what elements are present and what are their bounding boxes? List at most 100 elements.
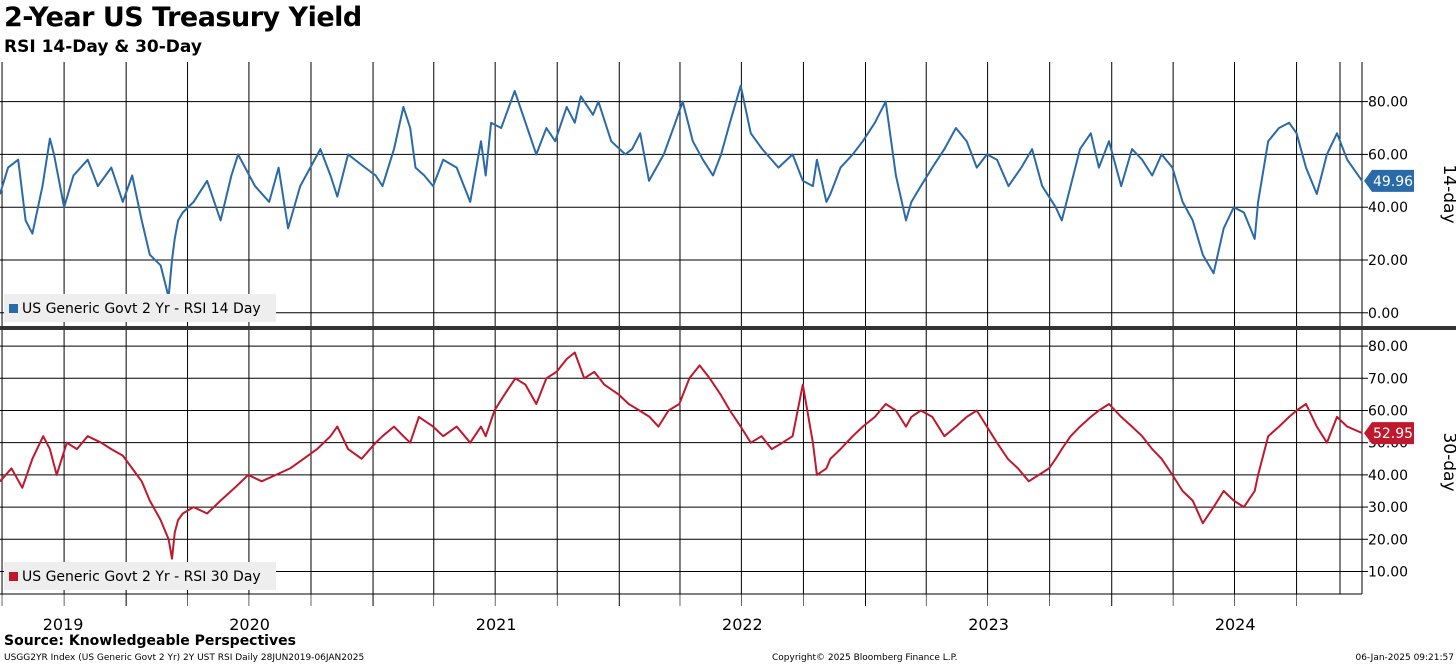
- data-point-rsi14-121: [1181, 201, 1184, 203]
- data-point-rsi30-20: [177, 519, 179, 521]
- data-point-rsi30-133: [1336, 416, 1338, 418]
- data-point-rsi14-78: [740, 85, 742, 87]
- data-point-rsi14-85: [816, 159, 818, 161]
- data-point-rsi30-128: [1288, 416, 1290, 418]
- data-point-rsi14-51: [485, 174, 487, 177]
- data-point-rsi30-11: [110, 448, 112, 450]
- data-point-rsi14-14: [131, 174, 133, 177]
- data-point-rsi14-36: [336, 196, 338, 198]
- data-point-rsi14-50: [480, 140, 482, 142]
- ytick-label-rsi14-20: 20.00: [1368, 253, 1408, 269]
- data-point-rsi14-118: [1151, 174, 1153, 177]
- data-point-rsi30-3: [31, 458, 33, 460]
- vertical-gridlines: [1, 62, 1341, 606]
- data-point-rsi30-53: [545, 377, 548, 379]
- data-point-rsi30-76: [781, 442, 784, 444]
- data-point-rsi14-88: [839, 167, 842, 169]
- data-point-rsi30-17: [168, 538, 170, 540]
- data-point-rsi14-106: [1031, 148, 1033, 150]
- data-point-rsi14-125: [1223, 227, 1225, 229]
- data-point-rsi14-17: [159, 264, 162, 266]
- data-point-rsi30-66: [678, 403, 680, 405]
- x-tick-label-2019: 2019: [43, 615, 84, 634]
- data-point-rsi30-85: [862, 425, 864, 428]
- footer-index-info: USGG2YR Index (US Generic Govt 2 Yr) 2Y …: [4, 653, 365, 663]
- data-point-rsi30-64: [657, 425, 660, 428]
- data-point-rsi30-48: [493, 409, 496, 412]
- data-point-rsi14-46: [432, 185, 434, 187]
- data-point-rsi14-64: [610, 140, 612, 142]
- ytick-label-rsi30-10: 10.00: [1368, 564, 1408, 580]
- data-point-rsi30-41: [418, 416, 420, 418]
- data-point-rsi14-34: [319, 148, 322, 150]
- data-point-rsi30-30: [302, 458, 305, 460]
- data-point-rsi30-118: [1192, 500, 1194, 502]
- data-point-rsi14-100: [966, 140, 968, 142]
- panel-separator: [0, 326, 1456, 330]
- data-point-rsi14-41: [393, 148, 395, 150]
- data-point-rsi14-24: [206, 180, 208, 182]
- data-point-rsi30-19: [174, 532, 176, 534]
- data-point-rsi30-78: [802, 384, 804, 386]
- data-point-rsi14-40: [381, 185, 384, 187]
- data-point-rsi14-120: [1171, 167, 1174, 169]
- data-point-rsi14-32: [299, 185, 301, 187]
- data-point-rsi30-74: [761, 435, 763, 437]
- data-point-rsi14-115: [1120, 185, 1122, 187]
- data-point-rsi14-45: [423, 174, 425, 177]
- data-point-rsi30-56: [574, 351, 576, 354]
- data-point-rsi14-4: [31, 233, 33, 235]
- data-point-rsi14-19: [171, 259, 173, 261]
- data-point-rsi14-37: [347, 153, 349, 155]
- data-point-rsi14-62: [592, 114, 594, 116]
- data-point-rsi30-26: [247, 474, 249, 476]
- data-point-rsi14-60: [574, 122, 576, 124]
- data-point-rsi14-71: [674, 122, 676, 124]
- data-point-rsi14-83: [802, 180, 804, 182]
- legend-label-rsi30: US Generic Govt 2 Yr - RSI 30 Day: [22, 569, 261, 585]
- x-tick-label-2022: 2022: [722, 615, 763, 634]
- x-tick-label-2021: 2021: [476, 615, 517, 634]
- data-point-rsi30-72: [740, 425, 742, 428]
- data-point-rsi14-112: [1090, 132, 1092, 134]
- data-point-rsi14-105: [1020, 167, 1022, 169]
- data-point-rsi14-16: [149, 254, 151, 256]
- data-point-rsi30-96: [976, 409, 978, 412]
- panel-rsi30: 10.0020.0030.0040.0050.0060.0070.0080.00…: [0, 330, 1456, 594]
- data-point-rsi14-129: [1257, 201, 1259, 203]
- data-point-rsi30-9: [87, 435, 89, 437]
- data-point-rsi14-59: [566, 106, 568, 108]
- data-point-rsi14-58: [554, 140, 556, 142]
- data-point-rsi14-27: [237, 153, 239, 155]
- data-point-rsi30-109: [1098, 409, 1100, 412]
- data-point-rsi14-92: [885, 101, 887, 103]
- data-point-rsi14-138: [1346, 159, 1348, 161]
- data-point-rsi14-123: [1202, 254, 1204, 256]
- data-point-rsi30-79: [812, 442, 814, 444]
- data-point-rsi14-87: [829, 193, 832, 195]
- data-point-rsi14-23: [193, 201, 195, 203]
- data-point-rsi14-26: [230, 174, 232, 177]
- data-point-rsi30-88: [895, 409, 897, 412]
- data-point-rsi14-104: [1007, 185, 1010, 187]
- data-point-rsi14-111: [1079, 148, 1081, 150]
- data-point-rsi14-91: [874, 122, 876, 124]
- data-point-rsi14-15: [141, 219, 143, 221]
- data-point-rsi30-70: [719, 393, 722, 395]
- data-point-rsi30-39: [402, 435, 405, 437]
- data-point-rsi30-55: [566, 358, 568, 360]
- data-point-rsi14-72: [682, 101, 684, 103]
- data-point-rsi30-12: [122, 454, 124, 457]
- data-point-rsi30-89: [905, 425, 907, 428]
- data-point-rsi30-34: [347, 448, 349, 450]
- data-point-rsi14-108: [1055, 206, 1057, 208]
- data-point-rsi30-111: [1120, 416, 1122, 418]
- data-point-rsi14-44: [414, 167, 417, 169]
- data-point-rsi30-93: [943, 435, 946, 437]
- data-point-rsi30-65: [667, 409, 670, 412]
- data-point-rsi30-77: [792, 435, 794, 437]
- data-point-rsi14-139: [1361, 180, 1363, 182]
- data-point-rsi30-61: [628, 403, 630, 405]
- data-point-rsi30-84: [852, 435, 854, 437]
- data-point-rsi30-119: [1202, 522, 1204, 524]
